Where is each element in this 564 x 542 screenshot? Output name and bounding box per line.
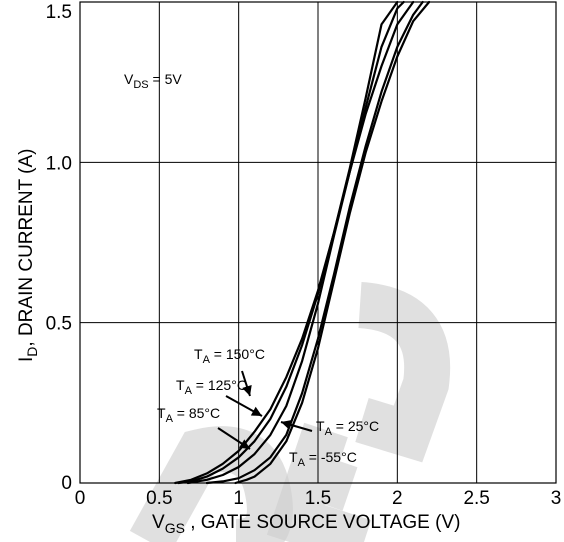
series-label-85c: TA = 85°C: [157, 405, 220, 425]
y-tick-label: 1.0: [46, 153, 72, 174]
arrow-150c-head: [242, 384, 252, 396]
y-tick-label: 0.5: [46, 314, 72, 335]
y-tick-label: 1.5: [46, 2, 72, 23]
series-annotations: TA = 150°C TA = 125°C TA = 85°C TA = 25°…: [157, 346, 379, 469]
chart-series: [174, 0, 431, 485]
annotation-arrows: [217, 370, 313, 450]
arrow-125c-head: [250, 406, 262, 416]
axis-ticks: 0 0.5 1 1.5 2 2.5 3 0 0.5 1.0 1.5: [46, 2, 562, 509]
series-label-125c: TA = 125°C: [176, 377, 247, 397]
arrow-25c-head: [281, 419, 292, 430]
series-label-minus55c: TA = -55°C: [289, 449, 357, 469]
series-line-4: [234, 0, 431, 485]
x-tick-label: 0: [75, 488, 86, 509]
series-line-1: [177, 0, 405, 485]
x-tick-label: 0.5: [146, 488, 172, 509]
plot-frame: [79, 1, 557, 484]
x-tick-label: 1.5: [305, 488, 331, 509]
series-line-3: [205, 0, 424, 485]
x-tick-label: 2.5: [463, 488, 489, 509]
x-tick-label: 1: [233, 488, 244, 509]
x-axis-title: VGS , GATE SOURCE VOLTAGE (V): [152, 512, 460, 536]
series-line-2: [186, 0, 415, 485]
series-label-150c: TA = 150°C: [194, 346, 265, 366]
arrow-85c-head: [238, 439, 250, 449]
x-tick-label: 2: [392, 488, 403, 509]
chart-grid: [79, 1, 557, 484]
y-axis-title: ID, DRAIN CURRENT (A): [16, 148, 40, 362]
vds-condition-label: VDS = 5V: [124, 71, 182, 91]
y-tick-label: 0: [61, 473, 72, 494]
x-tick-label: 3: [551, 488, 562, 509]
series-line-0: [174, 0, 399, 485]
series-label-25c: TA = 25°C: [316, 418, 379, 438]
